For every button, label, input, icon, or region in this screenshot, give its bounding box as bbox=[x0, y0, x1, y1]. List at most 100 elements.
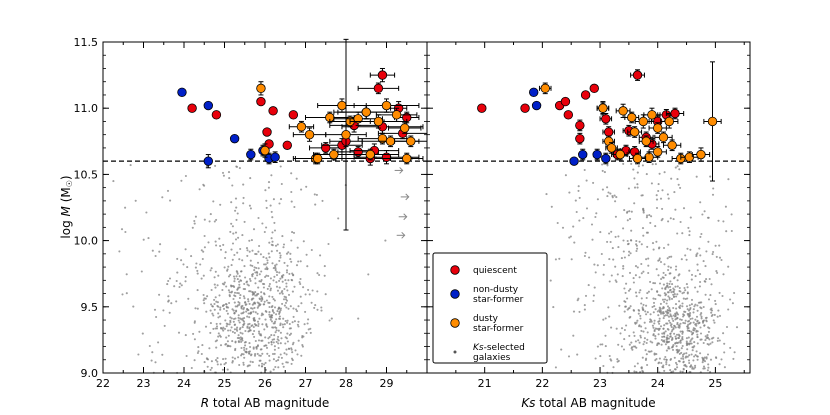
background-galaxy-dot bbox=[159, 243, 162, 246]
background-galaxy-dot bbox=[673, 324, 676, 327]
background-galaxy-dot bbox=[270, 343, 273, 346]
background-galaxy-dot bbox=[274, 269, 277, 272]
background-galaxy-dot bbox=[206, 358, 210, 361]
background-galaxy-dot bbox=[596, 345, 599, 348]
background-galaxy-dot bbox=[253, 319, 256, 322]
x-tick-label: 22 bbox=[535, 377, 549, 390]
background-galaxy-dot bbox=[261, 365, 264, 368]
background-galaxy-dot bbox=[673, 356, 676, 359]
background-galaxy-dot bbox=[628, 210, 631, 213]
background-galaxy-dot bbox=[585, 179, 588, 182]
galaxy-point bbox=[246, 148, 256, 161]
background-galaxy-dot bbox=[703, 210, 706, 213]
background-galaxy-dot bbox=[634, 340, 637, 343]
background-galaxy-dot bbox=[290, 348, 293, 351]
background-galaxy-dot bbox=[609, 358, 612, 361]
background-galaxy-dot bbox=[243, 317, 246, 320]
background-galaxy-dot bbox=[694, 275, 697, 278]
background-galaxy-dot bbox=[216, 357, 219, 360]
galaxy-point bbox=[560, 96, 571, 107]
background-galaxy-dot bbox=[173, 285, 176, 288]
background-galaxy-dot bbox=[186, 266, 189, 269]
background-galaxy-dot bbox=[263, 300, 266, 303]
background-galaxy-dot bbox=[636, 171, 639, 174]
background-galaxy-dot bbox=[602, 364, 605, 368]
background-galaxy-dot bbox=[289, 258, 292, 261]
background-galaxy-dot bbox=[601, 163, 604, 166]
background-galaxy-dot bbox=[214, 296, 217, 299]
background-galaxy-dot bbox=[298, 281, 301, 284]
background-galaxy-dot bbox=[284, 301, 288, 304]
background-galaxy-dot bbox=[257, 216, 260, 220]
background-galaxy-dot bbox=[357, 317, 360, 320]
background-galaxy-dot bbox=[689, 317, 692, 321]
background-galaxy-dot bbox=[699, 313, 702, 316]
background-galaxy-dot bbox=[291, 290, 294, 293]
background-galaxy-dot bbox=[698, 247, 701, 250]
background-galaxy-dot bbox=[693, 355, 696, 358]
background-galaxy-dot bbox=[233, 357, 237, 360]
background-galaxy-dot bbox=[692, 308, 695, 311]
background-galaxy-dot bbox=[632, 331, 635, 334]
background-galaxy-dot bbox=[612, 366, 615, 369]
background-galaxy-dot bbox=[265, 199, 268, 202]
background-galaxy-dot bbox=[253, 266, 256, 269]
background-galaxy-dot bbox=[663, 340, 666, 343]
background-galaxy-dot bbox=[701, 321, 705, 324]
background-galaxy-dot bbox=[292, 307, 295, 310]
background-galaxy-dot bbox=[676, 232, 679, 235]
background-galaxy-dot bbox=[259, 359, 262, 362]
background-galaxy-dot bbox=[278, 259, 281, 262]
background-galaxy-dot bbox=[249, 177, 252, 180]
background-galaxy-dot bbox=[609, 192, 612, 195]
background-galaxy-dot bbox=[606, 164, 609, 167]
background-galaxy-dot bbox=[670, 255, 673, 258]
galaxy-point bbox=[596, 101, 610, 116]
background-galaxy-dot bbox=[242, 202, 245, 205]
background-galaxy-dot bbox=[281, 280, 284, 283]
background-galaxy-dot bbox=[692, 346, 695, 349]
background-galaxy-dot bbox=[665, 361, 668, 364]
background-galaxy-dot bbox=[602, 318, 605, 321]
background-galaxy-dot bbox=[201, 344, 204, 347]
galaxy-point bbox=[580, 90, 591, 100]
background-galaxy-dot bbox=[323, 274, 326, 277]
background-galaxy-dot bbox=[727, 178, 730, 181]
background-galaxy-dot bbox=[226, 312, 229, 315]
background-galaxy-dot bbox=[649, 318, 652, 321]
background-galaxy-dot bbox=[635, 249, 638, 253]
background-galaxy-dot bbox=[280, 182, 283, 186]
background-galaxy-dot bbox=[290, 357, 294, 360]
x-tick-label: 28 bbox=[339, 377, 353, 390]
background-galaxy-dot bbox=[196, 272, 199, 275]
background-galaxy-dot bbox=[247, 300, 250, 303]
background-galaxy-dot bbox=[577, 189, 580, 192]
background-galaxy-dot bbox=[602, 263, 605, 267]
background-galaxy-dot bbox=[662, 306, 665, 309]
background-galaxy-dot bbox=[240, 306, 243, 309]
background-galaxy-dot bbox=[285, 306, 288, 309]
background-galaxy-dot bbox=[279, 353, 282, 356]
background-galaxy-dot bbox=[261, 362, 264, 365]
background-galaxy-dot bbox=[632, 168, 635, 171]
background-galaxy-dot bbox=[653, 319, 656, 322]
galaxy-point bbox=[592, 148, 602, 161]
background-galaxy-dot bbox=[666, 305, 670, 308]
background-galaxy-dot bbox=[593, 286, 596, 289]
background-galaxy-dot bbox=[264, 275, 267, 279]
background-galaxy-dot bbox=[709, 294, 712, 297]
background-galaxy-dot bbox=[203, 218, 206, 221]
background-galaxy-dot bbox=[194, 307, 197, 310]
background-galaxy-dot bbox=[286, 289, 289, 292]
galaxy-point bbox=[660, 114, 679, 129]
background-galaxy-dot bbox=[655, 357, 658, 361]
background-galaxy-dot bbox=[215, 322, 218, 325]
background-galaxy-dot bbox=[646, 331, 649, 334]
background-galaxy-dot bbox=[706, 334, 709, 337]
background-galaxy-dot bbox=[238, 275, 241, 278]
background-galaxy-dot bbox=[254, 252, 257, 256]
background-galaxy-dot bbox=[654, 335, 657, 338]
background-galaxy-dot bbox=[690, 330, 693, 333]
background-galaxy-dot bbox=[685, 355, 688, 358]
